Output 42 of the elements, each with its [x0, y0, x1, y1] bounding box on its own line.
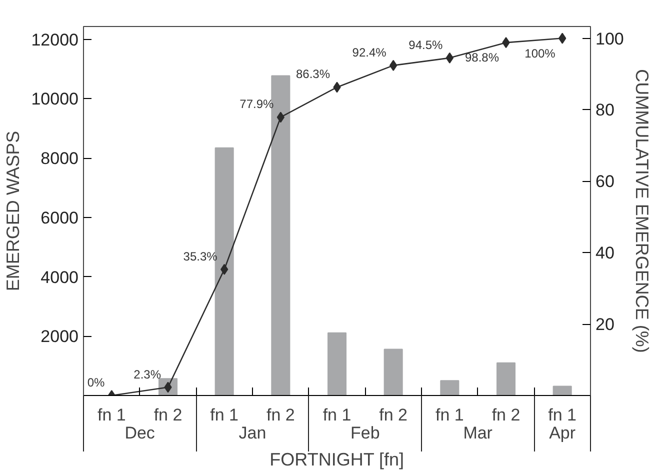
x-tick-label: fn 2	[154, 406, 182, 424]
y-tick-label: 8000	[40, 149, 79, 168]
y2-tick-label: 20	[596, 315, 614, 334]
x-tick-label: fn 2	[379, 406, 408, 424]
y2-axis-title: CUMMULATIVE EMERGENCE (%)	[632, 69, 652, 353]
x-tick-label: fn 1	[322, 406, 352, 424]
y-tick-label: 4000	[40, 268, 79, 287]
bar	[384, 348, 403, 396]
text: Apr	[549, 424, 576, 442]
x-tick-label: fn 2	[492, 406, 520, 424]
data-label: 2.3%	[134, 367, 162, 382]
text: Mar	[463, 424, 493, 442]
data-label: 0%	[87, 376, 105, 390]
data-label: 35.3%	[183, 249, 218, 264]
bar	[327, 332, 347, 396]
text: Feb	[350, 424, 380, 442]
y2-tick-label: 40	[596, 244, 614, 263]
bar	[496, 362, 516, 396]
y-axis-title: EMERGED WASPS	[3, 130, 24, 292]
y2-tick-label: 60	[596, 172, 614, 192]
data-label: 100%	[524, 46, 556, 60]
y2-tick-label: 80	[596, 100, 614, 120]
data-label: 77.9%	[240, 97, 274, 112]
x-tick-label: fn 1	[548, 406, 577, 424]
y2-tick-label: 100	[596, 29, 624, 48]
y-tick-label: 12000	[31, 30, 79, 50]
bar	[440, 380, 460, 396]
data-label: 86.3%	[296, 67, 330, 82]
data-label: 94.5%	[408, 38, 443, 52]
x-tick-label: fn 1	[435, 406, 464, 424]
x-tick-label: fn 2	[266, 406, 295, 424]
data-label: 92.4%	[352, 45, 387, 60]
x-axis-title: FORTNIGHT [fn]	[270, 450, 404, 470]
text: Dec	[124, 424, 156, 442]
y-tick-label: 2000	[40, 327, 79, 346]
x-tick-label: fn 1	[210, 406, 239, 424]
y-tick-label: 10000	[31, 90, 79, 109]
bar	[552, 386, 572, 396]
text: Jan	[238, 424, 266, 442]
y-tick-label: 6000	[40, 208, 79, 228]
x-tick-label: fn 1	[97, 406, 126, 424]
data-label: 98.8%	[464, 50, 500, 65]
